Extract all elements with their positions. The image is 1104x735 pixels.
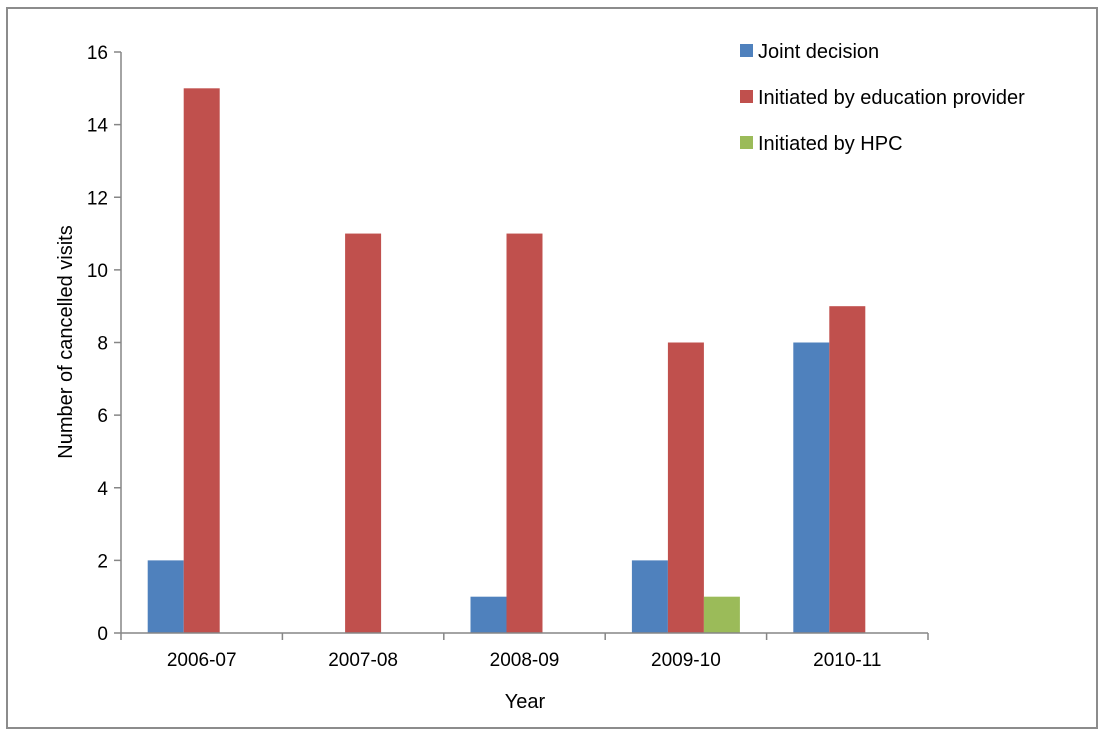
x-tick-label: 2008-09 [490,650,560,671]
y-axis-ticks: 0 2 4 6 8 10 12 14 16 [87,43,121,645]
y-tick-label: 2 [97,551,108,572]
legend-swatch [740,90,753,103]
bar [829,306,866,633]
y-tick-label: 6 [97,406,108,427]
axes [120,52,928,634]
x-tick-label: 2009-10 [651,650,721,671]
legend: Joint decision Initiated by education pro… [740,41,1025,155]
x-axis-ticks: 2006-07 2007-08 2008-09 2009-10 2010-11 [120,633,929,671]
legend-entry-label: Joint decision [758,41,879,63]
x-tick-label: 2010-11 [813,650,881,671]
legend-swatch [740,44,753,57]
legend-swatch [740,136,753,149]
y-axis-label: Number of cancelled visits [55,225,77,458]
y-tick-label: 10 [87,261,108,282]
x-tick-label: 2006-07 [167,650,237,671]
x-tick-label: 2007-08 [328,650,398,671]
y-tick-label: 8 [97,334,108,355]
y-tick-label: 4 [97,479,108,500]
y-tick-label: 14 [87,116,109,137]
bar [631,560,668,633]
y-tick-label: 16 [87,43,108,64]
legend-entry-label: Initiated by education provider [758,87,1025,109]
bar [506,233,543,633]
bar [703,596,740,633]
bar [667,342,704,633]
x-axis-label: Year [505,691,546,713]
bar [793,342,830,633]
bar [345,233,382,633]
bar [147,560,184,633]
bars [147,88,866,633]
bar [183,88,220,633]
y-tick-label: 12 [87,188,108,209]
y-tick-label: 0 [97,624,108,645]
bar [470,596,507,633]
legend-entry-label: Initiated by HPC [758,133,903,155]
